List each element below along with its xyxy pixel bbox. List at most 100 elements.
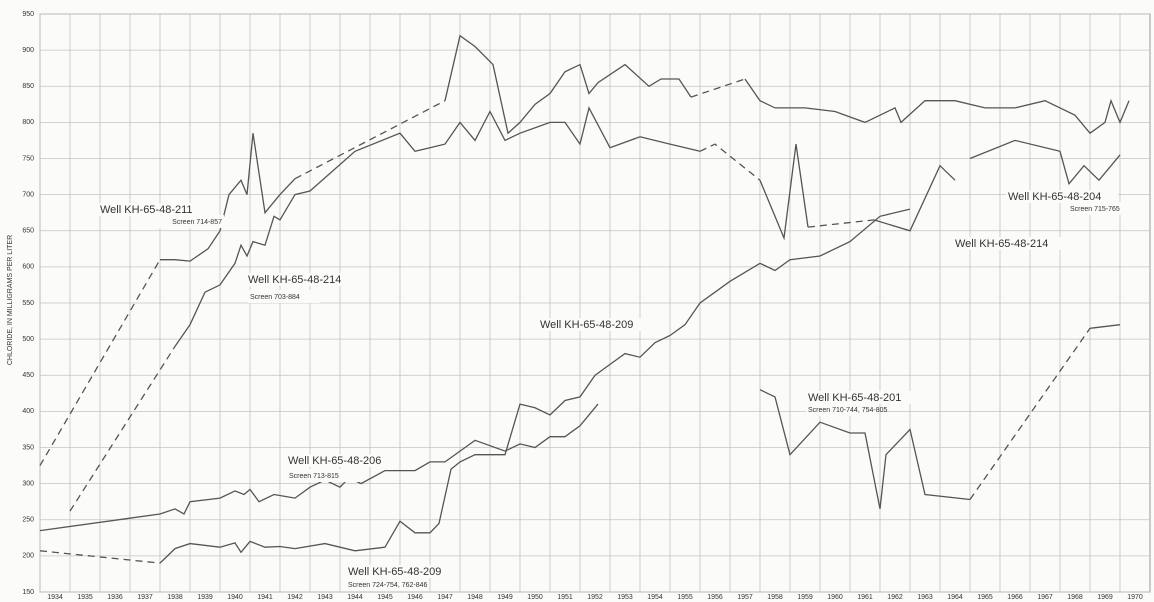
data-line <box>39 259 161 466</box>
y-tick-label: 650 <box>22 228 34 235</box>
data-line <box>969 139 1121 186</box>
x-tick-label: 1967 <box>1037 594 1053 601</box>
label-backdrop <box>538 318 650 331</box>
x-tick-label: 1936 <box>107 594 123 601</box>
x-tick-label: 1954 <box>647 594 663 601</box>
x-tick-label: 1965 <box>977 594 993 601</box>
well-label: Well KH-65-48-201 <box>808 392 901 404</box>
x-tick-label: 1949 <box>497 594 513 601</box>
x-tick-label: 1944 <box>347 594 363 601</box>
data-line <box>174 106 701 347</box>
x-tick-label: 1969 <box>1097 594 1113 601</box>
label-backdrop <box>246 273 358 286</box>
data-line <box>690 78 746 98</box>
data-line <box>744 78 1130 135</box>
data-line <box>807 219 875 228</box>
screen-label: Screen 724-754, 762-846 <box>348 582 427 589</box>
x-tick-label: 1970 <box>1127 594 1143 601</box>
y-tick-label: 350 <box>22 444 34 451</box>
data-line <box>1089 324 1121 329</box>
data-line <box>699 143 761 181</box>
label-backdrop <box>98 203 210 216</box>
data-line <box>159 208 911 564</box>
data-line <box>969 327 1091 500</box>
label-backdrop <box>1006 190 1118 203</box>
screen-label: Screen 710-744, 754-805 <box>808 407 887 414</box>
y-tick-label: 600 <box>22 264 34 271</box>
data-line <box>444 34 692 135</box>
y-tick-label: 500 <box>22 336 34 343</box>
label-backdrop <box>346 565 458 578</box>
x-tick-label: 1956 <box>707 594 723 601</box>
screen-label: Screen 714-857 <box>172 219 222 226</box>
screen-label: Screen 713-815 <box>289 473 339 480</box>
well-label: Well KH-65-48-214 <box>248 274 341 286</box>
x-tick-label: 1951 <box>557 594 573 601</box>
well-label: Well KH-65-48-206 <box>288 455 381 467</box>
screen-label: Screen 703-884 <box>250 294 300 301</box>
label-backdrop <box>806 403 878 416</box>
y-tick-label: 200 <box>22 553 34 560</box>
x-tick-label: 1942 <box>287 594 303 601</box>
x-tick-label: 1941 <box>257 594 273 601</box>
well-label: Well KH-65-48-209 <box>348 566 441 578</box>
y-tick-label: 450 <box>22 372 34 379</box>
label-backdrop <box>286 454 398 467</box>
data-line <box>873 164 956 232</box>
label-backdrop <box>248 290 320 303</box>
x-tick-label: 1940 <box>227 594 243 601</box>
x-tick-label: 1950 <box>527 594 543 601</box>
x-tick-label: 1948 <box>467 594 483 601</box>
x-tick-label: 1935 <box>77 594 93 601</box>
y-tick-label: 150 <box>22 589 34 596</box>
x-tick-label: 1964 <box>947 594 963 601</box>
x-tick-label: 1953 <box>617 594 633 601</box>
y-tick-label: 900 <box>22 47 34 54</box>
y-tick-label: 400 <box>22 408 34 415</box>
y-tick-label: 950 <box>22 11 34 18</box>
x-tick-label: 1958 <box>767 594 783 601</box>
x-tick-label: 1946 <box>407 594 423 601</box>
label-backdrop <box>346 578 418 591</box>
data-line <box>759 144 809 241</box>
y-tick-label: 250 <box>22 517 34 524</box>
y-tick-label: 550 <box>22 300 34 307</box>
label-backdrop <box>152 215 224 228</box>
label-backdrop <box>806 391 918 404</box>
data-line <box>759 389 971 510</box>
x-tick-label: 1939 <box>197 594 213 601</box>
x-tick-label: 1955 <box>677 594 693 601</box>
x-tick-label: 1938 <box>167 594 183 601</box>
x-tick-label: 1947 <box>437 594 453 601</box>
x-tick-label: 1957 <box>737 594 753 601</box>
data-line <box>39 403 599 532</box>
label-backdrop <box>287 469 359 482</box>
label-backdrop <box>1068 202 1140 215</box>
well-label: Well KH-65-48-214 <box>955 238 1048 250</box>
well-label: Well KH-65-48-204 <box>1008 191 1101 203</box>
x-tick-label: 1968 <box>1067 594 1083 601</box>
well-label: Well KH-65-48-211 <box>100 204 193 216</box>
well-label: Well KH-65-48-209 <box>540 319 633 331</box>
x-tick-label: 1963 <box>917 594 933 601</box>
x-tick-label: 1937 <box>137 594 153 601</box>
x-tick-label: 1961 <box>857 594 873 601</box>
data-line <box>294 100 446 180</box>
x-tick-label: 1960 <box>827 594 843 601</box>
x-tick-label: 1959 <box>797 594 813 601</box>
x-tick-label: 1943 <box>317 594 333 601</box>
y-tick-label: 700 <box>22 191 34 198</box>
y-tick-label: 850 <box>22 83 34 90</box>
x-tick-label: 1945 <box>377 594 393 601</box>
x-tick-label: 1934 <box>47 594 63 601</box>
x-tick-label: 1962 <box>887 594 903 601</box>
x-tick-label: 1966 <box>1007 594 1023 601</box>
label-backdrop <box>953 237 1065 250</box>
data-line <box>39 550 161 564</box>
y-tick-label: 750 <box>22 155 34 162</box>
y-tick-label: 800 <box>22 119 34 126</box>
y-tick-label: 300 <box>22 480 34 487</box>
data-line <box>160 133 296 262</box>
y-axis-label: CHLORIDE, IN MILLIGRAMS PER LITER <box>7 235 14 365</box>
